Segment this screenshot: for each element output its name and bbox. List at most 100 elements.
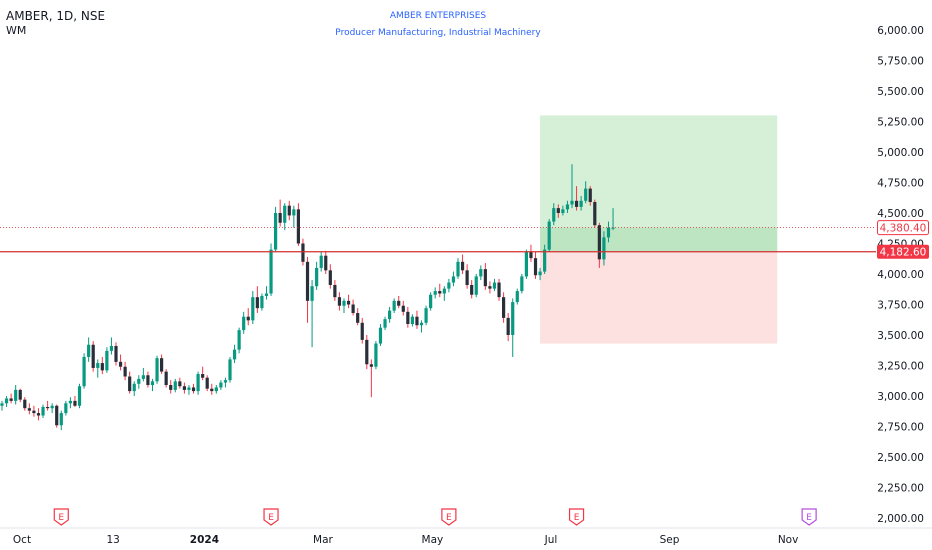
candle-body: [460, 261, 465, 271]
position-zones: [540, 115, 778, 344]
candle: [109, 337, 114, 355]
candle: [351, 299, 355, 316]
candle: [511, 298, 515, 357]
candle-body: [50, 405, 54, 409]
candle-body: [301, 243, 305, 262]
candle: [533, 252, 538, 279]
candle-body: [23, 399, 27, 409]
candle-body: [255, 297, 259, 309]
candle-body: [228, 359, 232, 381]
candle: [488, 281, 492, 294]
price-tick-label: 2,500.00: [877, 452, 924, 464]
candle-body: [4, 398, 9, 404]
candle: [597, 222, 601, 268]
candle-body: [356, 313, 360, 323]
candle-body: [456, 261, 460, 277]
price-label-bg: [877, 220, 929, 236]
candle-body: [283, 205, 287, 223]
candle: [251, 291, 255, 325]
candle-body: [0, 403, 4, 406]
time-tick-label: Jul: [544, 534, 558, 546]
candle: [305, 256, 310, 323]
candle: [506, 313, 510, 342]
candle-body: [410, 316, 414, 325]
candle-body: [191, 387, 196, 392]
earnings-marker: E: [801, 508, 817, 526]
price-tick-label: 2,000.00: [877, 513, 924, 525]
candle-body: [310, 286, 314, 301]
candle: [73, 396, 77, 407]
candle-body: [328, 270, 332, 285]
candle: [497, 278, 501, 301]
candle-body: [515, 291, 519, 303]
candle: [410, 314, 414, 327]
candle-body: [41, 406, 45, 416]
candle: [360, 317, 364, 344]
candle-body: [141, 375, 145, 379]
candle: [46, 400, 50, 411]
candle: [524, 249, 528, 279]
candle: [4, 396, 9, 407]
earnings-label: E: [446, 513, 452, 523]
earnings-marker: E: [263, 508, 279, 526]
candle-body: [32, 410, 36, 414]
candle-body: [429, 294, 433, 309]
candle: [100, 356, 104, 375]
candle: [374, 341, 378, 370]
candle-body: [73, 400, 77, 406]
candle-body: [588, 188, 592, 203]
price-tick-label: 4,500.00: [877, 208, 924, 220]
candle-body: [219, 382, 223, 388]
price-axis[interactable]: 6,000.00 5,750.00 5,500.00 5,250.00 5,000.00…: [877, 25, 924, 525]
candle: [82, 353, 86, 389]
earnings-label: E: [806, 513, 812, 523]
candle-body: [278, 213, 282, 223]
earnings-badge: [441, 508, 457, 526]
candle-body: [14, 389, 18, 401]
candle-body: [182, 386, 186, 390]
candle-body: [543, 249, 547, 272]
candle-body: [524, 252, 528, 277]
candle-body: [178, 381, 182, 387]
candle-body: [118, 361, 123, 367]
candle: [205, 375, 209, 392]
candle: [32, 405, 36, 417]
candle: [237, 327, 241, 354]
price-tick-label: 5,000.00: [877, 147, 924, 159]
candle: [150, 378, 155, 392]
candle-body: [164, 371, 168, 386]
time-tick-label: Oct: [13, 534, 31, 546]
candle-body: [369, 364, 373, 367]
candle-body: [415, 316, 419, 326]
price-tick-label: 4,750.00: [877, 178, 924, 190]
symbol-title[interactable]: AMBER, 1D, NSE: [6, 9, 106, 23]
candle-body: [378, 327, 383, 344]
earnings-badge: [801, 508, 817, 526]
candle: [392, 298, 396, 314]
candle: [178, 377, 182, 389]
time-axis[interactable]: Oct 13 2024 Mar May Jul Sep Nov: [0, 527, 932, 546]
candle: [260, 293, 264, 311]
candle: [191, 383, 196, 394]
candle: [365, 335, 369, 370]
indicator-label[interactable]: WM: [6, 24, 27, 37]
candle-body: [160, 358, 164, 372]
candle: [515, 288, 519, 305]
candle: [27, 403, 31, 415]
last-price-label: 4,380.40: [877, 220, 929, 236]
candle: [543, 244, 547, 274]
candle: [105, 347, 109, 373]
candle: [588, 186, 592, 206]
candle-body: [150, 381, 155, 386]
candle: [146, 371, 150, 388]
candles: [0, 164, 615, 431]
candle-body: [27, 408, 31, 411]
candle: [388, 306, 392, 323]
candle: [242, 311, 246, 334]
candle: [164, 369, 168, 388]
candle-body: [137, 378, 141, 384]
candle-body: [105, 350, 109, 371]
candle-body: [173, 381, 177, 390]
candle-body: [397, 300, 401, 306]
